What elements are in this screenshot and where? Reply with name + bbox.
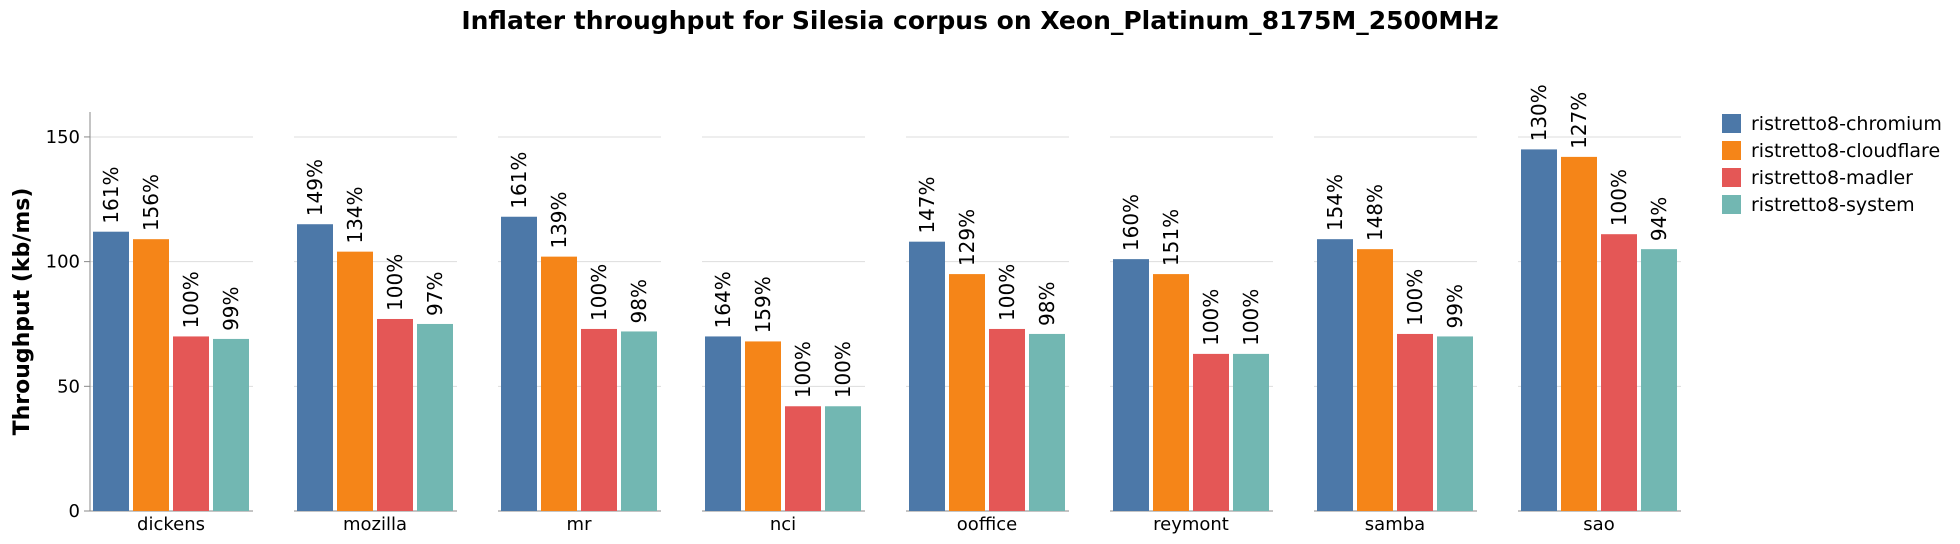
data-label: 98% [627, 279, 651, 323]
data-label: 100% [1199, 289, 1223, 346]
bar-samba-ristretto8-chromium [1317, 239, 1353, 511]
bar-dickens-ristretto8-system [213, 338, 249, 511]
data-label: 161% [507, 152, 531, 209]
legend-swatch-chromium [1722, 114, 1741, 133]
bar-mr-ristretto8-madler [581, 328, 617, 511]
y-tick-label: 0 [69, 501, 80, 522]
x-category-label: mr [567, 514, 593, 535]
data-label: 161% [99, 167, 123, 224]
legend: ristretto8-chromium ristretto8-cloudflar… [1722, 110, 1942, 218]
bar-reymont-ristretto8-madler [1193, 353, 1229, 511]
data-label: 100% [179, 271, 203, 328]
bar-dickens-ristretto8-cloudflare [133, 239, 169, 511]
data-label: 100% [831, 341, 855, 398]
legend-item-madler: ristretto8-madler [1722, 164, 1942, 191]
legend-label-cloudflare: ristretto8-cloudflare [1751, 139, 1941, 162]
bar-sao-ristretto8-chromium [1521, 149, 1557, 511]
bar-sao-ristretto8-cloudflare [1561, 156, 1597, 511]
legend-item-chromium: ristretto8-chromium [1722, 110, 1942, 137]
bar-reymont-ristretto8-cloudflare [1153, 274, 1189, 511]
bar-dickens-ristretto8-chromium [93, 231, 129, 511]
data-label: 100% [383, 254, 407, 311]
data-label: 154% [1323, 174, 1347, 231]
bar-dickens-ristretto8-madler [173, 336, 209, 511]
bar-samba-ristretto8-system [1437, 336, 1473, 511]
y-axis-title: Throughput (kb/ms) [10, 188, 35, 436]
bar-mozilla-ristretto8-cloudflare [337, 251, 373, 511]
data-label: 160% [1119, 194, 1143, 251]
x-category-label: nci [770, 514, 796, 535]
data-label: 100% [791, 341, 815, 398]
data-label: 99% [219, 286, 243, 330]
bar-mr-ristretto8-cloudflare [541, 256, 577, 511]
data-label: 130% [1527, 84, 1551, 141]
legend-swatch-system [1722, 195, 1741, 214]
data-label: 98% [1035, 281, 1059, 325]
data-label: 97% [423, 272, 447, 316]
legend-swatch-cloudflare [1722, 141, 1741, 160]
bar-nci-ristretto8-cloudflare [745, 341, 781, 511]
x-category-label: mozilla [343, 514, 407, 535]
bar-mr-ristretto8-chromium [501, 216, 537, 512]
bar-nci-ristretto8-madler [785, 406, 821, 511]
chart-title: Inflater throughput for Silesia corpus o… [461, 6, 1499, 35]
data-label: 156% [139, 174, 163, 231]
bar-mozilla-ristretto8-system [417, 323, 453, 511]
y-tick-label: 150 [46, 127, 80, 148]
bar-mozilla-ristretto8-madler [377, 318, 413, 511]
bar-reymont-ristretto8-system [1233, 353, 1269, 511]
bar-ooffice-ristretto8-cloudflare [949, 274, 985, 511]
data-label: 159% [751, 276, 775, 333]
data-label: 100% [587, 264, 611, 321]
x-category-label: reymont [1153, 514, 1229, 535]
data-label: 139% [547, 191, 571, 248]
bar-ooffice-ristretto8-chromium [909, 241, 945, 512]
bar-samba-ristretto8-madler [1397, 333, 1433, 511]
data-label: 99% [1443, 284, 1467, 328]
data-label: 94% [1647, 197, 1671, 241]
x-category-label: samba [1365, 514, 1425, 535]
legend-swatch-madler [1722, 168, 1741, 187]
y-tick-label: 50 [57, 376, 80, 397]
data-label: 149% [303, 159, 327, 216]
x-category-label: sao [1583, 514, 1614, 535]
x-category-label: ooffice [957, 514, 1017, 535]
data-label: 148% [1363, 184, 1387, 241]
bar-reymont-ristretto8-chromium [1113, 259, 1149, 511]
data-label: 147% [915, 176, 939, 233]
bar-samba-ristretto8-cloudflare [1357, 249, 1393, 511]
bar-mozilla-ristretto8-chromium [297, 224, 333, 511]
bar-mr-ristretto8-system [621, 331, 657, 511]
data-label: 151% [1159, 209, 1183, 266]
bar-nci-ristretto8-chromium [705, 336, 741, 511]
data-label: 100% [1607, 169, 1631, 226]
data-label: 164% [711, 271, 735, 328]
data-label: 127% [1567, 92, 1591, 149]
bar-sao-ristretto8-system [1641, 249, 1677, 511]
data-label: 100% [1239, 289, 1263, 346]
y-tick-label: 100 [46, 252, 80, 273]
data-label: 134% [343, 186, 367, 243]
x-category-label: dickens [137, 514, 205, 535]
bar-nci-ristretto8-system [825, 406, 861, 511]
legend-label-madler: ristretto8-madler [1751, 166, 1913, 189]
data-label: 129% [955, 209, 979, 266]
bar-ooffice-ristretto8-system [1029, 333, 1065, 511]
legend-item-cloudflare: ristretto8-cloudflare [1722, 137, 1942, 164]
legend-label-system: ristretto8-system [1751, 193, 1915, 216]
data-label: 100% [1403, 269, 1427, 326]
data-label: 100% [995, 264, 1019, 321]
legend-label-chromium: ristretto8-chromium [1751, 112, 1942, 135]
bar-sao-ristretto8-madler [1601, 234, 1637, 511]
legend-item-system: ristretto8-system [1722, 191, 1942, 218]
bar-ooffice-ristretto8-madler [989, 328, 1025, 511]
